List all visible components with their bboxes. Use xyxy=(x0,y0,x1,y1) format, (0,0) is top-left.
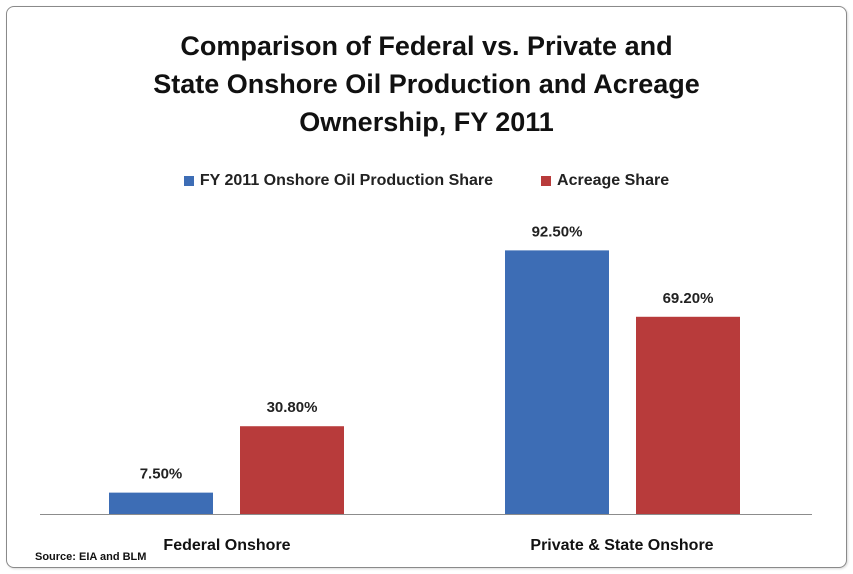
legend-swatch-acreage xyxy=(541,176,552,186)
legend-item-production: FY 2011 Onshore Oil Production Share xyxy=(183,172,494,190)
category-label-0: Federal Onshore xyxy=(163,537,290,554)
bar-production-1 xyxy=(505,250,609,514)
legend-label-acreage: Acreage Share xyxy=(557,172,670,189)
bar-production-0 xyxy=(109,492,213,514)
legend-label-production: FY 2011 Onshore Oil Production Share xyxy=(199,172,494,189)
bar-acreage-0 xyxy=(240,426,344,514)
legend-item-acreage: Acreage Share xyxy=(541,172,669,190)
data-label-acreage-1: 69.20% xyxy=(663,290,714,307)
legend-swatch-production xyxy=(183,176,194,186)
data-label-acreage-0: 30.80% xyxy=(267,399,318,416)
legend: FY 2011 Onshore Oil Production Share Acr… xyxy=(0,172,853,190)
source-note: Source: EIA and BLM xyxy=(35,551,147,563)
bar-acreage-1 xyxy=(636,316,740,514)
data-label-production-0: 7.50% xyxy=(140,466,183,483)
data-label-production-1: 92.50% xyxy=(532,223,583,240)
category-label-1: Private & State Onshore xyxy=(530,537,713,554)
chart-title: Comparison of Federal vs. Private and St… xyxy=(153,31,700,137)
